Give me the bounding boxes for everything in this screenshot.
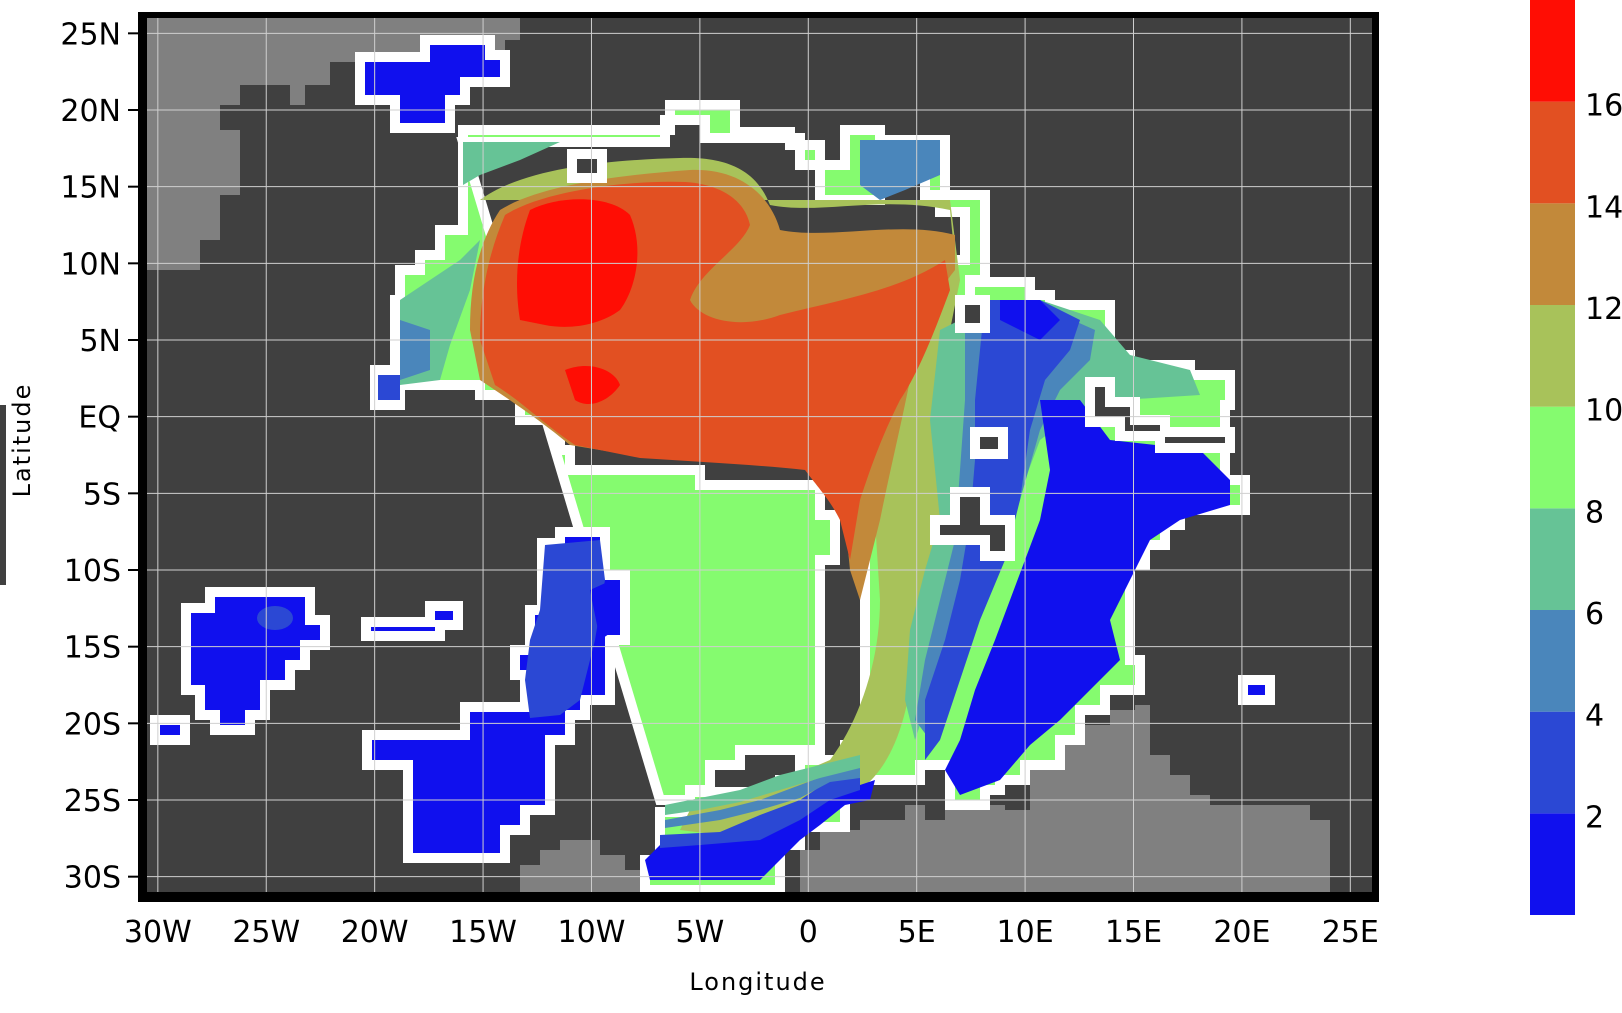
colorbar-segment <box>1530 406 1575 509</box>
land-masks <box>147 18 1330 892</box>
x-tick-label: 25E <box>1322 915 1379 950</box>
y-axis-title: Latitude <box>8 383 36 498</box>
colorbar-label: 16 <box>1585 89 1622 124</box>
y-axis-ticks: 25N 20N 15N 10N 5N EQ 5S 10S 15S 20S 25S 30S <box>60 17 138 896</box>
y-tick-label: 5N <box>79 324 121 359</box>
y-tick-label: 10S <box>64 554 121 589</box>
colorbar-label: 6 <box>1585 597 1604 632</box>
colorbar-label: 8 <box>1585 495 1604 530</box>
contour-mid-south-2 <box>590 580 615 640</box>
colorbar-label: 14 <box>1585 190 1622 225</box>
x-tick-label: 15E <box>1105 915 1162 950</box>
y-tick-label: 25S <box>64 784 121 819</box>
grid-lines <box>147 18 1372 892</box>
x-tick-label: 10E <box>997 915 1054 950</box>
x-tick-label: 5E <box>898 915 936 950</box>
hole-east-2 <box>970 427 1008 459</box>
y-tick-label: 20S <box>64 707 121 742</box>
contour-west-strip <box>361 601 463 641</box>
x-tick-label: 5W <box>676 915 725 950</box>
colorbar-segment <box>1530 203 1575 305</box>
x-tick-label: 10W <box>558 915 626 950</box>
x-tick-label: 15W <box>449 915 517 950</box>
y-tick-label: EQ <box>78 401 121 436</box>
contour-southwest-patch <box>181 587 330 735</box>
x-axis-ticks: 30W 25W 20W 15W 10W 5W 0 5E 10E 15E 20E 25E <box>124 892 1379 950</box>
colorbar <box>1530 0 1575 915</box>
contour-coastal-strip-4 <box>660 775 860 848</box>
x-tick-label: 0 <box>799 915 818 950</box>
colorbar-label: 2 <box>1585 800 1604 835</box>
land-south-africa <box>800 705 1330 892</box>
x-tick-label: 20W <box>341 915 409 950</box>
colorbar-label: 4 <box>1585 699 1604 734</box>
contour-northeast-blue <box>860 140 940 200</box>
hole-north <box>567 149 607 183</box>
y-tick-label: 30S <box>64 861 121 896</box>
colorbar-segment <box>1530 305 1575 407</box>
contour-max-region-2 <box>565 365 620 405</box>
land-south-mid <box>520 840 650 892</box>
contour-north-patch <box>355 35 510 133</box>
contour-southwest-small <box>150 715 190 745</box>
y-tick-label: 20N <box>60 94 121 129</box>
contour-west-edge-2 <box>378 375 400 400</box>
contour-north-strip <box>463 142 560 185</box>
contour-mid-south-4 <box>525 540 605 718</box>
y-tick-label: 25N <box>60 17 121 52</box>
contour-east-small-box <box>1238 675 1275 705</box>
contour-east-band-2 <box>945 300 1230 795</box>
colorbar-segment <box>1530 0 1575 102</box>
colorbar-label: 12 <box>1585 292 1622 327</box>
colorbar-label: 10 <box>1585 394 1622 429</box>
x-axis-title: Longitude <box>689 968 826 996</box>
hole-east-3 <box>930 487 1015 561</box>
y-tick-label: 15N <box>60 171 121 206</box>
contour-southwest-spot <box>257 606 293 630</box>
y-tick-label: 15S <box>64 631 121 666</box>
y-tick-label: 5S <box>83 477 121 512</box>
contour-coastal-strip-6 <box>665 765 860 828</box>
y-axis-title-bar <box>0 405 6 585</box>
colorbar-segment <box>1530 101 1575 204</box>
colorbar-segment <box>1530 711 1575 814</box>
y-tick-label: 10N <box>60 247 121 282</box>
x-tick-label: 20E <box>1213 915 1270 950</box>
colorbar-labels: 2 4 6 8 10 12 14 16 <box>1585 89 1622 836</box>
colorbar-segment <box>1530 610 1575 712</box>
x-tick-label: 25W <box>232 915 300 950</box>
colorbar-segment <box>1530 813 1575 915</box>
mask-holes <box>567 149 1235 561</box>
hole-east-1 <box>955 295 990 333</box>
contour-west-edge-4 <box>400 320 430 380</box>
map-layers <box>147 18 1372 892</box>
hole-east-4 <box>1085 377 1235 453</box>
land-northwest <box>147 18 520 270</box>
x-tick-label: 30W <box>124 915 192 950</box>
colorbar-segment <box>1530 508 1575 610</box>
